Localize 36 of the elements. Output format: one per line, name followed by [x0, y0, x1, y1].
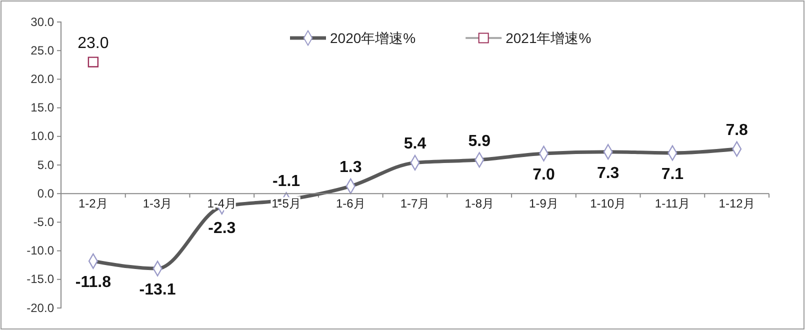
data-label: -11.8	[75, 274, 112, 292]
data-label: 5.4	[404, 136, 426, 153]
y-tick-label: -5.0	[33, 215, 54, 230]
x-tick-label: 1-9月	[529, 196, 558, 210]
data-label: 7.8	[726, 122, 748, 139]
x-tick-label: 1-7月	[400, 196, 430, 210]
point	[88, 56, 99, 68]
y-tick-label: 20.0	[30, 72, 54, 86]
legend-label: 2020年增速%	[330, 30, 416, 46]
x-tick-label: 1-8月	[464, 196, 494, 210]
x-tick-label: 1-6月	[336, 196, 366, 210]
data-label: -1.1	[272, 172, 300, 190]
y-tick-label: -20.0	[26, 300, 54, 315]
x-tick-label: 1-11月	[654, 196, 690, 210]
y-tick-label: -15.0	[26, 272, 54, 286]
data-label: 1.3	[340, 159, 362, 176]
x-tick-label: 1-4月	[207, 196, 237, 210]
x-tick-label: 1-10月	[590, 196, 626, 210]
data-label: 7.3	[596, 164, 620, 182]
legend-label: 2021年增速%	[506, 30, 592, 46]
y-tick-label: -10.0	[26, 244, 54, 258]
y-tick-label: 25.0	[30, 43, 54, 58]
data-label: 7.0	[532, 166, 555, 184]
y-tick-label: 0.0	[37, 186, 54, 200]
data-label: 23.0	[78, 35, 109, 52]
x-tick-label: 1-12月	[718, 196, 755, 210]
data-label: -2.3	[208, 220, 236, 237]
x-tick-label: 1-2月	[78, 196, 108, 210]
y-tick-label: 30.0	[30, 14, 54, 29]
data-label: -13.1	[139, 282, 176, 299]
y-tick-label: 15.0	[30, 100, 54, 115]
y-tick-label: 5.0	[37, 158, 54, 172]
data-label: 5.9	[468, 132, 491, 150]
y-tick-label: 10.0	[30, 129, 54, 144]
x-tick-label: 1-3月	[142, 196, 172, 210]
data-label: 7.1	[661, 166, 684, 183]
